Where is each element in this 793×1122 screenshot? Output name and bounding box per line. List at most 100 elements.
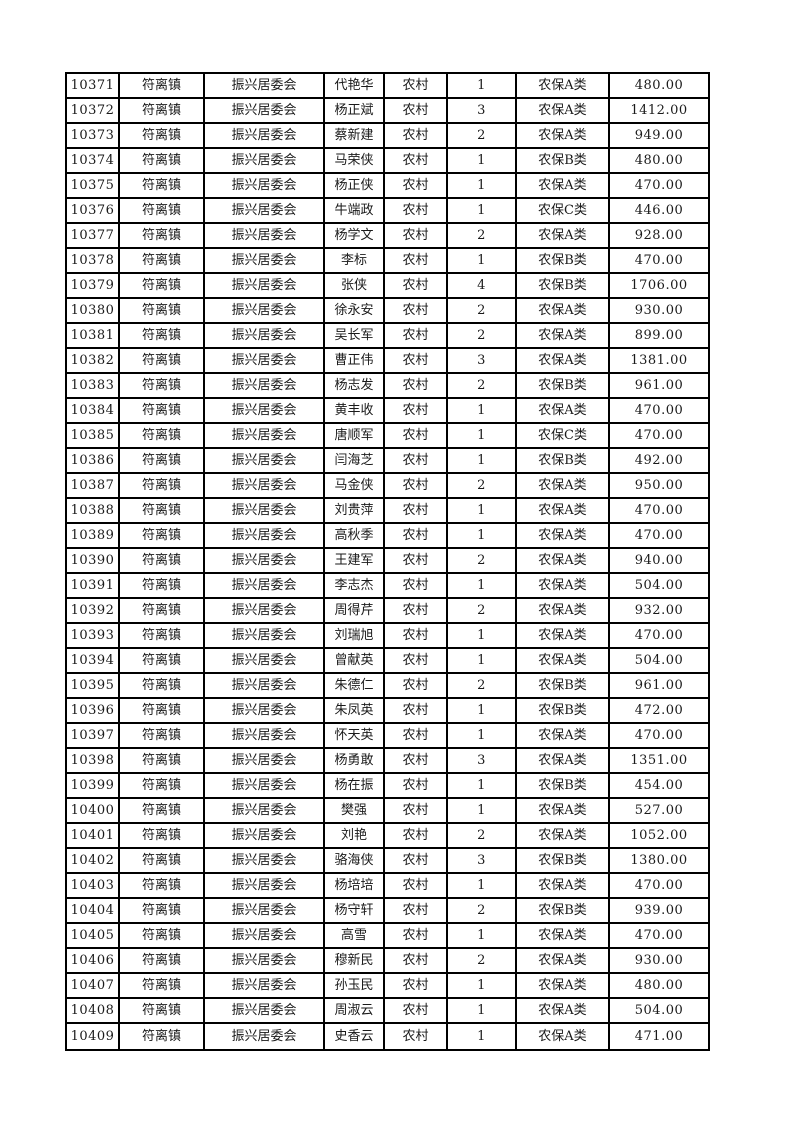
cell-serial-number: 10407 [67,974,120,997]
cell-serial-number: 10373 [67,124,120,147]
cell-serial-number: 10382 [67,349,120,372]
table-row: 10407 符离镇 振兴居委会 孙玉民 农村 1 农保A类 480.00 [67,974,708,999]
cell-town: 符离镇 [120,299,205,322]
cell-insurance-type: 农保A类 [517,624,610,647]
table-row: 10380 符离镇 振兴居委会 徐永安 农村 2 农保A类 930.00 [67,299,708,324]
cell-committee: 振兴居委会 [205,849,325,872]
cell-person-count: 1 [448,574,517,597]
cell-insurance-type: 农保A类 [517,574,610,597]
cell-committee: 振兴居委会 [205,774,325,797]
table-row: 10386 符离镇 振兴居委会 闫海芝 农村 1 农保B类 492.00 [67,449,708,474]
table-row: 10396 符离镇 振兴居委会 朱凤英 农村 1 农保B类 472.00 [67,699,708,724]
cell-insurance-type: 农保B类 [517,899,610,922]
cell-serial-number: 10383 [67,374,120,397]
cell-person-name: 高秋季 [325,524,385,547]
cell-amount: 470.00 [634,628,684,643]
cell-town: 符离镇 [120,624,205,647]
cell-person-name: 曹正伟 [325,349,385,372]
cell-person-name: 曾献英 [325,649,385,672]
cell-committee: 振兴居委会 [205,324,325,347]
cell-person-count: 1 [448,499,517,522]
cell-town: 符离镇 [120,549,205,572]
cell-town: 符离镇 [120,124,205,147]
cell-town: 符离镇 [120,474,205,497]
cell-person-count: 2 [448,124,517,147]
cell-person-name: 高雪 [325,924,385,947]
cell-serial-number: 10380 [67,299,120,322]
cell-serial-number: 10393 [67,624,120,647]
cell-household-type: 农村 [385,149,448,172]
cell-amount: 454.00 [634,778,684,793]
cell-amount: 1380.00 [630,853,688,868]
cell-insurance-type: 农保A类 [517,524,610,547]
cell-person-name: 骆海侠 [325,849,385,872]
cell-person-name: 张侠 [325,274,385,297]
cell-person-count: 1 [448,74,517,97]
cell-person-count: 3 [448,749,517,772]
cell-committee: 振兴居委会 [205,524,325,547]
cell-person-count: 2 [448,224,517,247]
cell-serial-number: 10389 [67,524,120,547]
cell-insurance-type: 农保A类 [517,99,610,122]
cell-town: 符离镇 [120,899,205,922]
cell-insurance-type: 农保A类 [517,549,610,572]
cell-person-name: 朱德仁 [325,674,385,697]
cell-amount: 949.00 [634,128,684,143]
cell-amount: 470.00 [634,403,684,418]
table-row: 10392 符离镇 振兴居委会 周得芹 农村 2 农保A类 932.00 [67,599,708,624]
cell-town: 符离镇 [120,824,205,847]
cell-town: 符离镇 [120,499,205,522]
cell-serial-number: 10409 [67,1024,120,1049]
table-row: 10384 符离镇 振兴居委会 黄丰收 农村 1 农保A类 470.00 [67,399,708,424]
cell-town: 符离镇 [120,274,205,297]
cell-household-type: 农村 [385,524,448,547]
cell-household-type: 农村 [385,749,448,772]
cell-committee: 振兴居委会 [205,474,325,497]
cell-amount: 492.00 [634,453,684,468]
cell-serial-number: 10376 [67,199,120,222]
cell-town: 符离镇 [120,199,205,222]
cell-household-type: 农村 [385,299,448,322]
cell-person-name: 王建军 [325,549,385,572]
cell-amount: 470.00 [634,728,684,743]
cell-town: 符离镇 [120,599,205,622]
table-row: 10377 符离镇 振兴居委会 杨学文 农村 2 农保A类 928.00 [67,224,708,249]
cell-serial-number: 10381 [67,324,120,347]
cell-serial-number: 10391 [67,574,120,597]
cell-insurance-type: 农保C类 [517,199,610,222]
table-row: 10399 符离镇 振兴居委会 杨在振 农村 1 农保B类 454.00 [67,774,708,799]
cell-person-count: 1 [448,999,517,1022]
cell-committee: 振兴居委会 [205,499,325,522]
cell-committee: 振兴居委会 [205,174,325,197]
table-row: 10394 符离镇 振兴居委会 曾献英 农村 1 农保A类 504.00 [67,649,708,674]
cell-insurance-type: 农保B类 [517,699,610,722]
cell-serial-number: 10386 [67,449,120,472]
cell-amount: 1706.00 [630,278,688,293]
cell-town: 符离镇 [120,574,205,597]
cell-person-name: 李志杰 [325,574,385,597]
cell-person-count: 2 [448,324,517,347]
cell-insurance-type: 农保A类 [517,399,610,422]
cell-committee: 振兴居委会 [205,749,325,772]
cell-household-type: 农村 [385,599,448,622]
cell-town: 符离镇 [120,424,205,447]
cell-insurance-type: 农保A类 [517,949,610,972]
cell-amount: 1052.00 [630,828,688,843]
cell-insurance-type: 农保B类 [517,774,610,797]
table-row: 10383 符离镇 振兴居委会 杨志发 农村 2 农保B类 961.00 [67,374,708,399]
cell-person-count: 3 [448,349,517,372]
table-row: 10385 符离镇 振兴居委会 唐顺军 农村 1 农保C类 470.00 [67,424,708,449]
cell-household-type: 农村 [385,799,448,822]
table-row: 10373 符离镇 振兴居委会 蔡新建 农村 2 农保A类 949.00 [67,124,708,149]
table-row: 10375 符离镇 振兴居委会 杨正侠 农村 1 农保A类 470.00 [67,174,708,199]
table-row: 10402 符离镇 振兴居委会 骆海侠 农村 3 农保B类 1380.00 [67,849,708,874]
cell-amount: 928.00 [634,228,684,243]
cell-person-count: 1 [448,699,517,722]
cell-person-name: 史香云 [325,1024,385,1049]
cell-person-count: 1 [448,1024,517,1049]
cell-person-name: 杨在振 [325,774,385,797]
cell-serial-number: 10378 [67,249,120,272]
cell-person-count: 4 [448,274,517,297]
cell-person-count: 1 [448,724,517,747]
cell-insurance-type: 农保B类 [517,449,610,472]
